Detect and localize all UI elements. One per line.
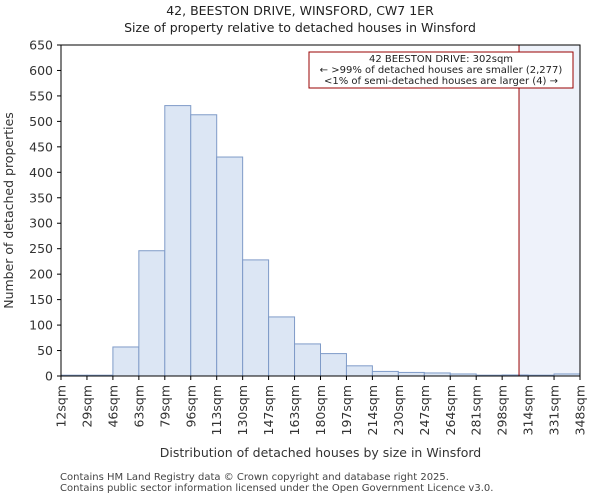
title-subtitle: Size of property relative to detached ho… <box>124 20 476 35</box>
footer-line-2: Contains public sector information licen… <box>60 483 494 494</box>
annotation-line-3: <1% of semi-detached houses are larger (… <box>324 76 558 87</box>
annotation-line-2: ← >99% of detached houses are smaller (2… <box>320 65 563 76</box>
bar <box>268 316 296 377</box>
y-tick-label: 0 <box>45 369 53 384</box>
bar <box>242 259 270 377</box>
x-tick-label: 147sqm <box>261 385 276 435</box>
y-tick-label: 200 <box>29 267 53 282</box>
y-tick-label: 150 <box>29 292 53 307</box>
y-tick-label: 550 <box>29 88 53 103</box>
x-tick-label: 247sqm <box>417 385 432 435</box>
y-tick-label: 450 <box>29 139 53 154</box>
x-tick-label: 180sqm <box>313 385 328 435</box>
y-tick-label: 350 <box>29 190 53 205</box>
y-tick-label: 50 <box>37 343 53 358</box>
x-tick-label: 163sqm <box>287 385 302 435</box>
y-tick-label: 650 <box>29 38 53 53</box>
x-tick-label: 96sqm <box>183 385 198 428</box>
annotation-frame <box>308 51 574 89</box>
x-tick-label: 331sqm <box>547 385 562 435</box>
y-tick-label: 100 <box>29 318 53 333</box>
bar <box>320 353 347 377</box>
x-tick-label: 197sqm <box>339 385 354 435</box>
y-tick-label: 250 <box>29 241 53 256</box>
y-tick-label: 500 <box>29 114 53 129</box>
footer-credits: Contains HM Land Registry data © Crown c… <box>60 472 493 494</box>
annotation-line-1: 42 BEESTON DRIVE: 302sqm <box>369 54 513 65</box>
x-tick-label: 130sqm <box>235 385 250 435</box>
bar <box>112 346 140 377</box>
bar <box>371 370 399 377</box>
y-tick-label: 400 <box>29 165 53 180</box>
annotation-box: 42 BEESTON DRIVE: 302sqm ← >99% of detac… <box>308 51 574 89</box>
y-tick-label: 300 <box>29 216 53 231</box>
y-axis-label: Number of detached properties <box>1 112 16 309</box>
x-tick-label: 264sqm <box>443 385 458 435</box>
chart-title: 42, BEESTON DRIVE, WINSFORD, CW7 1ER Siz… <box>0 2 600 36</box>
plot-frame <box>60 44 581 377</box>
bar <box>345 365 373 377</box>
x-tick-label: 298sqm <box>495 385 510 435</box>
x-tick-label: 12sqm <box>54 385 69 428</box>
bar <box>138 250 166 377</box>
x-tick-label: 348sqm <box>573 385 588 435</box>
axes <box>60 44 581 377</box>
x-tick-label: 113sqm <box>209 385 224 435</box>
bar <box>216 156 244 377</box>
x-tick-label: 46sqm <box>105 385 120 428</box>
y-axis-ticks: 0 50 100 150 200 250 300 350 400 450 500 550 600 650 <box>29 38 61 384</box>
x-tick-label: 230sqm <box>391 385 406 435</box>
bar <box>190 114 218 377</box>
x-tick-label: 281sqm <box>469 385 484 435</box>
bars <box>60 105 581 377</box>
bar <box>164 105 192 377</box>
x-axis-label: Distribution of detached houses by size … <box>160 445 481 460</box>
x-tick-label: 63sqm <box>131 385 146 428</box>
highlight-region <box>519 45 580 376</box>
x-tick-label: 29sqm <box>79 385 94 428</box>
bar <box>294 343 321 377</box>
x-tick-label: 214sqm <box>365 385 380 435</box>
x-axis-ticks: 12sqm 29sqm 46sqm 63sqm 79sqm 96sqm 113sqm 130s… <box>54 376 588 435</box>
x-tick-label: 314sqm <box>521 385 536 435</box>
y-tick-label: 600 <box>29 63 53 78</box>
bar <box>397 371 425 377</box>
footer-line-1: Contains HM Land Registry data © Crown c… <box>60 472 449 483</box>
x-tick-label: 79sqm <box>157 385 172 428</box>
title-address: 42, BEESTON DRIVE, WINSFORD, CW7 1ER <box>166 3 434 18</box>
